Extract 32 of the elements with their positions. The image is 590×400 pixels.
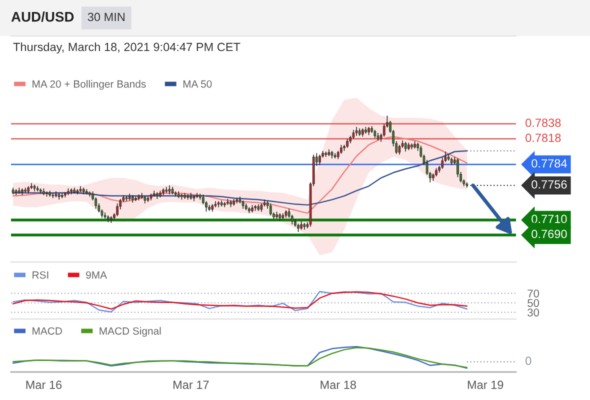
legend-label: MACD Signal — [100, 327, 161, 337]
chart-title: AUD/USD — [11, 12, 74, 22]
text: Thursday, March 18, 2021 9:04:47 PM CET — [13, 42, 240, 54]
ref-line-label: 0 — [526, 356, 532, 366]
ref-line-label: 0.7756 — [532, 180, 567, 189]
legend-label: MA 50 — [183, 80, 212, 88]
x-tick-label: Mar 17 — [174, 380, 209, 390]
x-tick-label: Mar 18 — [320, 380, 356, 390]
y-tick-label: 30 — [528, 308, 540, 316]
legend-label: 9MA — [86, 271, 107, 279]
ref-line-label: 0.7710 — [532, 214, 567, 224]
legend-label: RSI — [32, 271, 48, 279]
y-tick-label: 50 — [528, 299, 540, 307]
candlestick — [355, 126, 358, 136]
ref-line-label: 0.7784 — [532, 159, 567, 168]
candlestick — [318, 154, 321, 166]
candlestick — [168, 184, 171, 195]
candlestick — [269, 203, 272, 216]
legend-label: MA 20 + Bollinger Bands — [32, 80, 146, 90]
candlestick — [116, 203, 119, 217]
candlestick — [352, 129, 355, 140]
candlestick — [404, 141, 407, 152]
legend-label: MACD — [32, 327, 62, 335]
y-tick-label: 70 — [528, 290, 540, 298]
x-tick-label: Mar 16 — [26, 380, 62, 390]
x-tick-label: Mar 19 — [468, 380, 504, 390]
candlestick — [398, 144, 401, 156]
ref-line-label: 0.7690 — [532, 230, 567, 238]
ref-line-label: 0.7818 — [526, 134, 561, 142]
ref-line-label: 0.7838 — [526, 118, 561, 128]
candlestick — [346, 138, 349, 148]
text: 30 MIN — [88, 12, 124, 22]
